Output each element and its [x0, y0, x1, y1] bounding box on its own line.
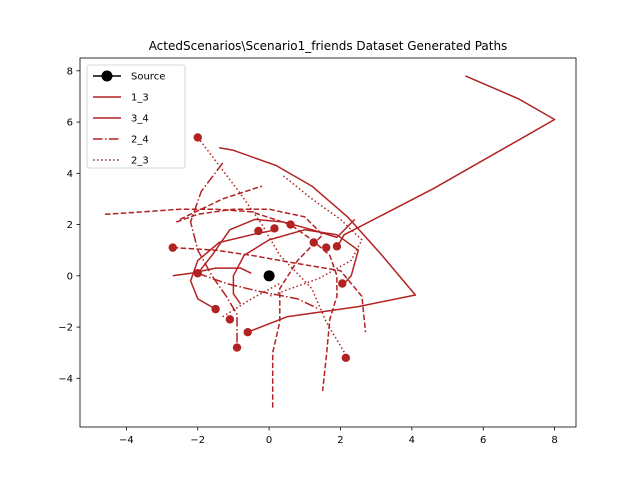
x-axis: −4 −2 0 2 4 6 8	[119, 427, 558, 446]
path-line-9	[172, 246, 367, 333]
endpoint-marker-6	[232, 343, 242, 352]
legend-label: 3_4	[131, 114, 149, 125]
x-tick-label: −2	[190, 435, 205, 446]
path-line-6	[172, 267, 252, 277]
x-tick-label: 8	[551, 435, 557, 446]
plot-frame	[79, 57, 577, 428]
x-tick-label: 4	[409, 435, 415, 446]
y-axis: −4 −2 0 2 4 6 8	[58, 66, 80, 385]
path-line-13	[197, 136, 349, 359]
y-tick-label: 2	[67, 220, 73, 231]
endpoint-marker-5	[225, 315, 235, 324]
endpoint-marker-14	[338, 279, 347, 288]
endpoint-marker-15	[341, 353, 351, 363]
y-tick-label: 6	[67, 118, 73, 129]
y-tick-label: −4	[58, 374, 73, 385]
path-line-10	[179, 185, 263, 221]
y-tick-label: 0	[67, 271, 73, 282]
chart-title: ActedScenarios\Scenario1_friends Dataset…	[149, 39, 508, 53]
path-line-2	[336, 75, 556, 248]
legend-label: Source	[131, 72, 165, 83]
legend-source-marker	[101, 70, 113, 82]
x-tick-label: 2	[337, 435, 343, 446]
path-line-11	[189, 162, 238, 348]
y-tick-label: −2	[58, 323, 73, 334]
legend: Source 1_3 3_4 2_4 2_3	[86, 64, 186, 169]
endpoint-markers	[168, 133, 351, 363]
x-tick-label: 6	[480, 435, 486, 446]
legend-label: 2_3	[131, 156, 149, 167]
legend-label: 1_3	[131, 93, 149, 104]
x-tick-label: 0	[266, 435, 272, 446]
endpoint-marker-1	[193, 133, 202, 142]
endpoint-marker-10	[286, 220, 295, 229]
path-line-1	[219, 146, 417, 333]
path-line-8	[176, 208, 324, 410]
legend-frame	[86, 64, 186, 169]
y-tick-label: 4	[67, 169, 73, 180]
y-tick-label: 8	[67, 66, 73, 77]
endpoint-marker-7	[243, 327, 252, 337]
source-marker	[263, 270, 275, 282]
endpoint-marker-12	[322, 243, 331, 252]
endpoint-marker-9	[270, 224, 279, 233]
endpoint-marker-11	[309, 238, 318, 247]
path-line-5	[197, 218, 356, 274]
endpoint-marker-3	[193, 269, 202, 278]
source-layer	[263, 270, 275, 282]
endpoint-marker-4	[211, 304, 220, 314]
legend-label: 2_4	[131, 135, 149, 146]
path-line-14	[268, 175, 363, 298]
endpoint-marker-8	[254, 226, 263, 236]
path-line-3	[189, 228, 277, 310]
x-tick-label: −4	[119, 435, 134, 446]
path-line-12	[197, 272, 320, 310]
endpoint-marker-13	[332, 242, 342, 251]
endpoint-marker-2	[168, 243, 177, 252]
